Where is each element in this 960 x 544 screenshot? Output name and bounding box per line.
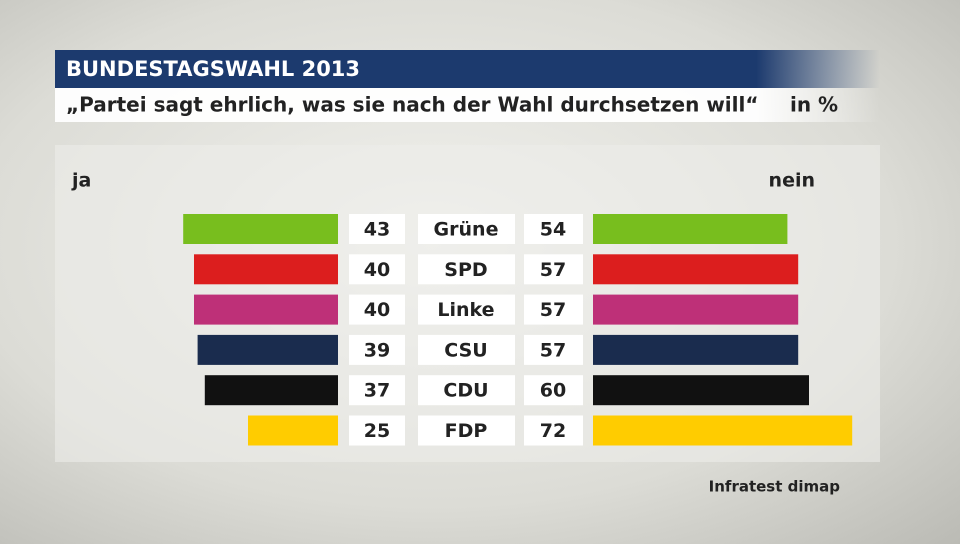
label-box [349, 415, 405, 446]
value-label: 57 [540, 299, 566, 321]
label-box [349, 294, 405, 325]
subtitle-bar [55, 88, 880, 122]
bar-ja [248, 415, 338, 446]
value-label: 37 [364, 380, 390, 402]
label-box [524, 375, 583, 406]
bar-nein [593, 415, 853, 446]
label-box [524, 294, 583, 325]
label-box [349, 334, 405, 365]
bar-nein [593, 334, 799, 365]
legend-right: nein [769, 170, 815, 192]
label-box [524, 415, 583, 446]
bar-nein [593, 214, 788, 244]
title-bar [55, 50, 880, 88]
chart-title: BUNDESTAGSWAHL 2013 [66, 57, 360, 81]
bar-ja [194, 254, 338, 285]
category-label: CDU [443, 380, 488, 402]
bar-nein [593, 375, 809, 406]
bar-ja [204, 375, 338, 406]
bar-ja [183, 214, 338, 244]
legend-left: ja [71, 170, 91, 192]
category-label: CSU [444, 339, 487, 361]
label-box [349, 214, 405, 244]
category-label: Linke [437, 299, 494, 321]
value-label: 40 [364, 259, 390, 281]
label-box [418, 294, 515, 325]
value-label: 39 [364, 339, 390, 361]
bar-ja [194, 294, 338, 325]
label-box [418, 375, 515, 406]
label-box [418, 214, 515, 244]
source: Infratest dimap [709, 478, 841, 496]
label-box [524, 334, 583, 365]
bar-nein [593, 294, 799, 325]
label-box [349, 375, 405, 406]
value-label: 25 [364, 420, 390, 442]
unit: in % [790, 93, 838, 117]
label-box [418, 254, 515, 285]
label-box [349, 254, 405, 285]
label-box [418, 415, 515, 446]
label-box [524, 214, 583, 244]
value-label: 57 [540, 339, 566, 361]
value-label: 54 [540, 219, 566, 241]
bar-nein [593, 254, 799, 285]
category-label: Grüne [434, 219, 499, 241]
value-label: 60 [540, 380, 566, 402]
value-label: 43 [364, 219, 390, 241]
label-box [418, 334, 515, 365]
value-label: 40 [364, 299, 390, 321]
value-label: 57 [540, 259, 566, 281]
label-box [524, 254, 583, 285]
value-label: 72 [540, 420, 566, 442]
chart-subtitle: „Partei sagt ehrlich, was sie nach der W… [66, 93, 759, 117]
category-label: FDP [445, 420, 488, 442]
category-label: SPD [444, 259, 487, 281]
bar-ja [197, 334, 338, 365]
